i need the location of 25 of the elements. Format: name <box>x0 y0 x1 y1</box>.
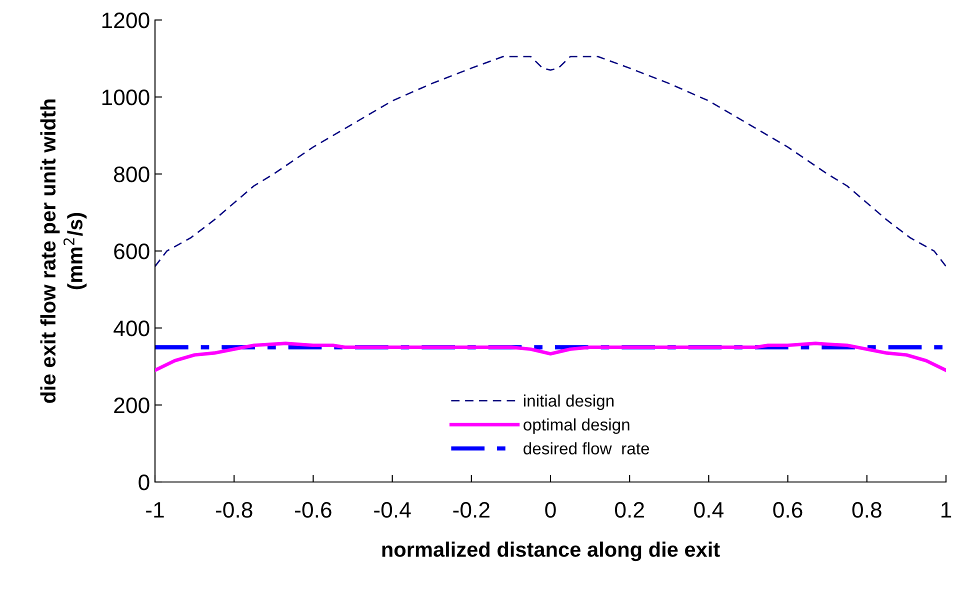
legend-label: initial design <box>524 394 614 410</box>
x-tick-label: 0.4 <box>694 502 724 518</box>
x-tick-label: 1 <box>942 502 952 518</box>
line-series <box>155 56 946 268</box>
y-tick-label: 1200 <box>102 12 150 28</box>
x-tick-label: -0.4 <box>374 502 411 518</box>
x-tick-label: -1 <box>146 502 164 518</box>
y-tick-label: 400 <box>114 320 150 336</box>
x-tick-label: 0.6 <box>773 502 802 518</box>
y-tick-label: 600 <box>114 244 150 260</box>
x-axis-title: normalized distance along die exit <box>382 542 720 562</box>
x-tick-label: 0.8 <box>852 502 882 518</box>
y-tick-label: 800 <box>114 166 150 182</box>
y-tick-label: 1000 <box>102 90 150 106</box>
x-tick-label: 0 <box>545 502 556 518</box>
x-tick-label: 0.2 <box>615 502 644 518</box>
x-tick-label: -0.2 <box>453 502 490 518</box>
legend-label: desired flow rate <box>524 442 650 454</box>
y-tick-label: 0 <box>138 474 150 490</box>
y-axis-title: die exit flow rate per unit width (mm$^{2}$/s) <box>40 99 87 403</box>
legend-label: optimal design <box>524 418 630 434</box>
x-tick-label: -0.6 <box>295 502 332 518</box>
x-tick-label: -0.8 <box>216 502 252 518</box>
line-series <box>155 342 946 372</box>
y-tick-label: 200 <box>114 398 150 414</box>
